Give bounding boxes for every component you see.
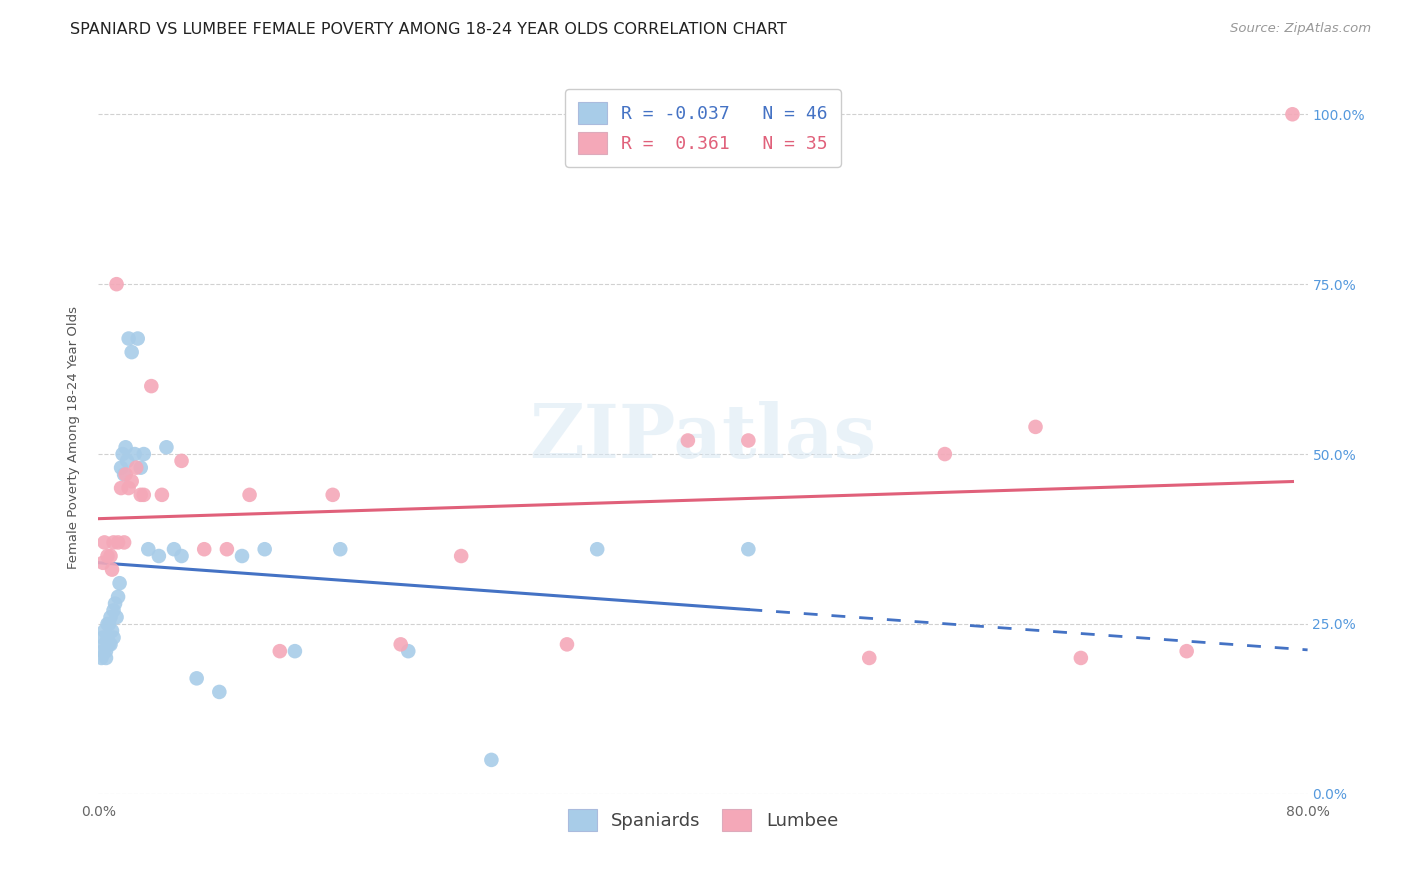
- Text: SPANIARD VS LUMBEE FEMALE POVERTY AMONG 18-24 YEAR OLDS CORRELATION CHART: SPANIARD VS LUMBEE FEMALE POVERTY AMONG …: [70, 22, 787, 37]
- Point: [93, 637, 115, 651]
- Point: [1070, 651, 1092, 665]
- Point: [114, 440, 136, 454]
- Point: [1175, 644, 1198, 658]
- Point: [108, 576, 131, 591]
- Text: ZIPatlas: ZIPatlas: [530, 401, 876, 474]
- Point: [93, 535, 115, 549]
- Point: [322, 488, 344, 502]
- Point: [170, 549, 193, 563]
- Point: [269, 644, 291, 658]
- Point: [132, 447, 155, 461]
- Point: [107, 590, 129, 604]
- Text: Source: ZipAtlas.com: Source: ZipAtlas.com: [1230, 22, 1371, 36]
- Point: [101, 563, 124, 577]
- Point: [118, 481, 141, 495]
- Point: [115, 454, 138, 468]
- Point: [121, 475, 143, 489]
- Point: [103, 631, 125, 645]
- Point: [148, 549, 170, 563]
- Point: [125, 460, 148, 475]
- Point: [91, 631, 114, 645]
- Point: [112, 535, 135, 549]
- Point: [481, 753, 503, 767]
- Point: [396, 644, 419, 658]
- Point: [1024, 420, 1046, 434]
- Point: [239, 488, 262, 502]
- Point: [111, 447, 134, 461]
- Point: [100, 610, 122, 624]
- Point: [118, 332, 141, 346]
- Point: [231, 549, 253, 563]
- Legend: Spaniards, Lumbee: Spaniards, Lumbee: [561, 802, 845, 838]
- Point: [129, 460, 152, 475]
- Point: [107, 535, 129, 549]
- Point: [90, 651, 112, 665]
- Point: [389, 637, 412, 651]
- Point: [450, 549, 472, 563]
- Point: [193, 542, 215, 557]
- Point: [112, 467, 135, 482]
- Point: [150, 488, 173, 502]
- Point: [114, 467, 136, 482]
- Point: [121, 345, 143, 359]
- Point: [91, 644, 114, 658]
- Point: [170, 454, 193, 468]
- Point: [96, 631, 118, 645]
- Point: [110, 460, 132, 475]
- Point: [329, 542, 352, 557]
- Point: [934, 447, 956, 461]
- Point: [141, 379, 163, 393]
- Point: [94, 644, 117, 658]
- Point: [186, 671, 208, 685]
- Point: [110, 481, 132, 495]
- Point: [124, 447, 146, 461]
- Point: [155, 440, 177, 454]
- Point: [105, 610, 128, 624]
- Point: [93, 624, 115, 638]
- Point: [737, 542, 759, 557]
- Point: [127, 332, 149, 346]
- Point: [858, 651, 880, 665]
- Point: [163, 542, 186, 557]
- Point: [104, 597, 127, 611]
- Point: [586, 542, 609, 557]
- Point: [1281, 107, 1303, 121]
- Point: [98, 637, 121, 651]
- Point: [555, 637, 578, 651]
- Point: [253, 542, 276, 557]
- Point: [129, 488, 152, 502]
- Point: [103, 535, 125, 549]
- Point: [100, 637, 122, 651]
- Point: [94, 651, 117, 665]
- Point: [96, 617, 118, 632]
- Point: [676, 434, 699, 448]
- Point: [101, 624, 124, 638]
- Point: [91, 556, 114, 570]
- Point: [100, 549, 122, 563]
- Y-axis label: Female Poverty Among 18-24 Year Olds: Female Poverty Among 18-24 Year Olds: [66, 306, 80, 568]
- Point: [103, 603, 125, 617]
- Point: [132, 488, 155, 502]
- Point: [208, 685, 231, 699]
- Point: [98, 617, 121, 632]
- Point: [215, 542, 238, 557]
- Point: [737, 434, 759, 448]
- Point: [136, 542, 159, 557]
- Point: [284, 644, 307, 658]
- Point: [105, 277, 128, 292]
- Point: [96, 549, 118, 563]
